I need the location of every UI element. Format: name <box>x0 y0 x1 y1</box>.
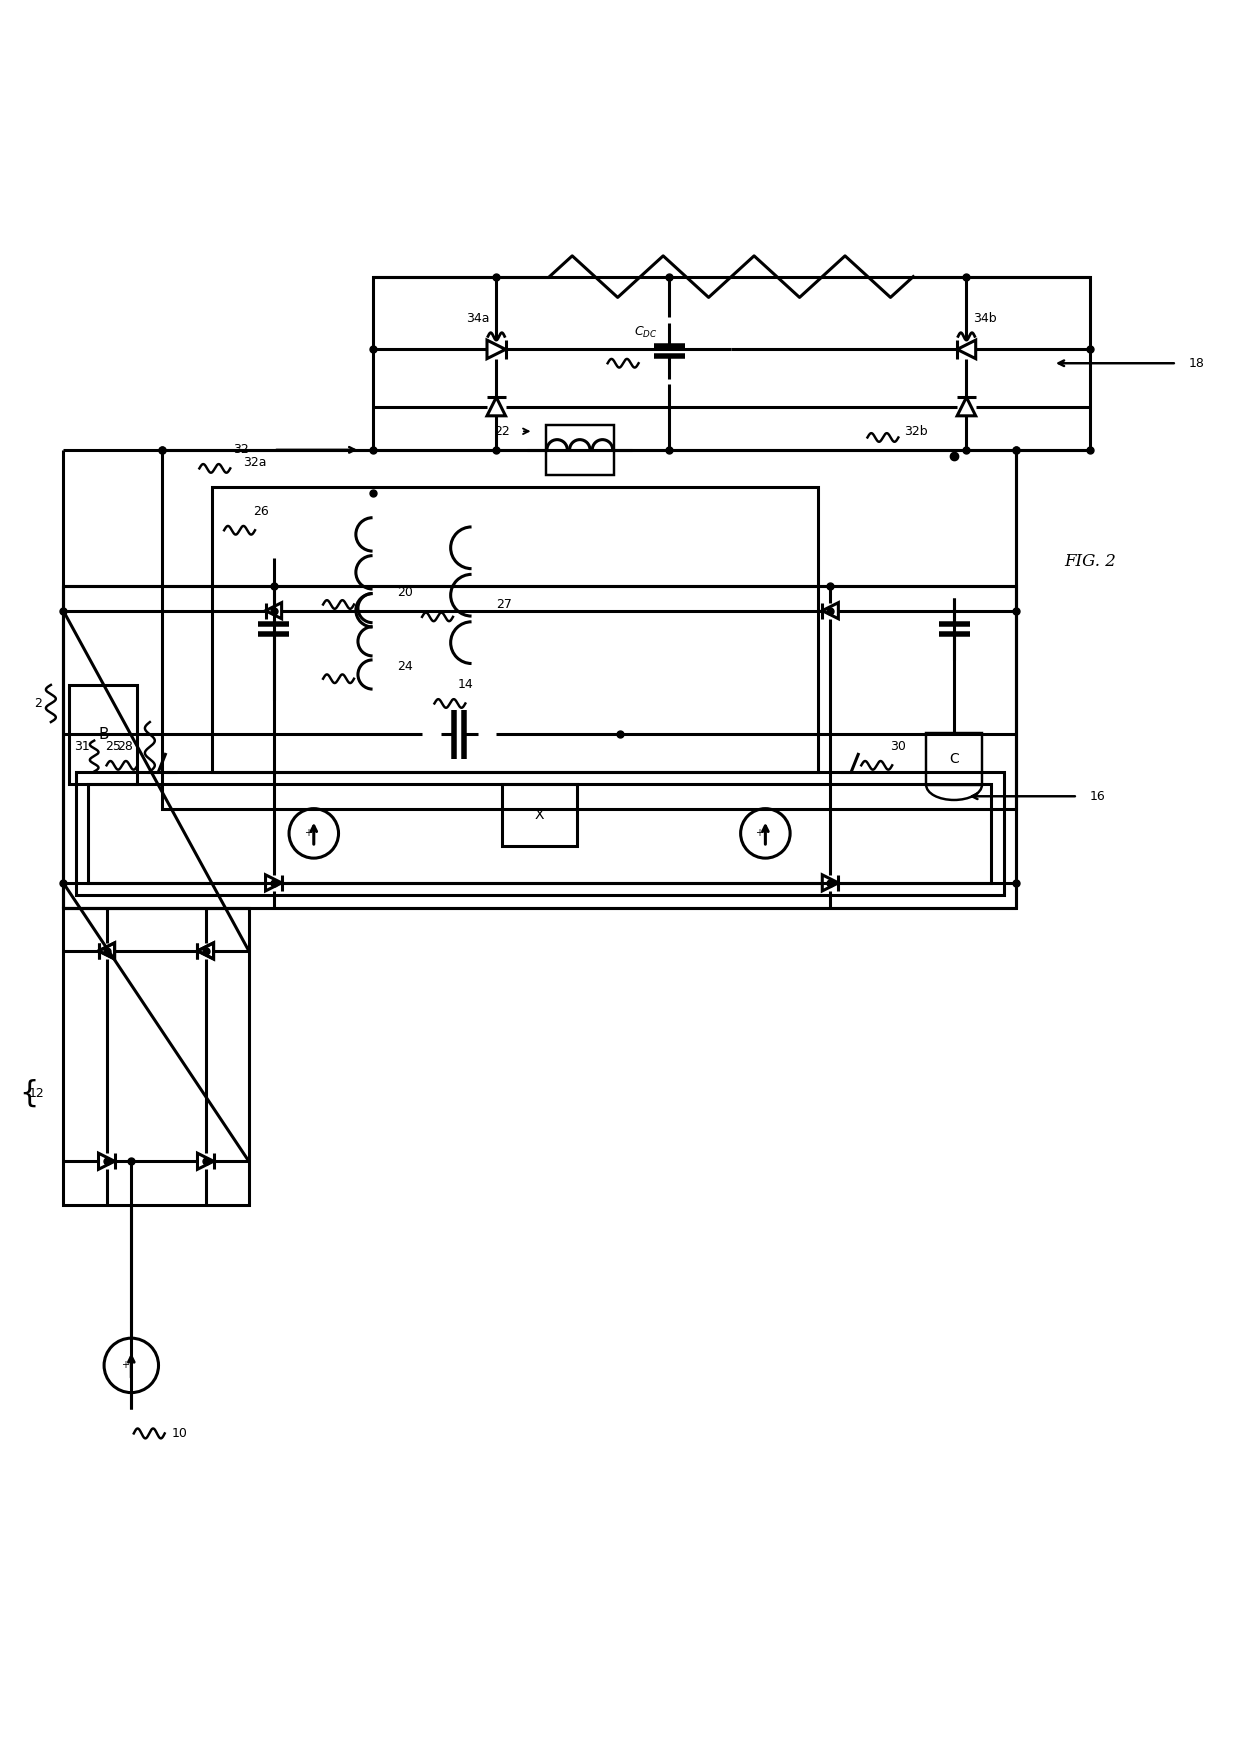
Text: 30: 30 <box>890 740 906 754</box>
Text: 26: 26 <box>253 505 269 519</box>
Text: 32: 32 <box>233 444 249 456</box>
Text: 10: 10 <box>172 1428 188 1440</box>
Text: +: + <box>755 829 763 839</box>
Text: 34b: 34b <box>973 312 997 326</box>
Text: 16: 16 <box>1090 790 1106 803</box>
Text: 25: 25 <box>105 740 120 754</box>
Text: C: C <box>949 752 959 766</box>
Text: 24: 24 <box>397 660 413 672</box>
Text: 18: 18 <box>1189 357 1205 369</box>
Bar <box>63 907 249 1205</box>
Bar <box>372 277 1090 449</box>
Text: {: { <box>19 1079 38 1107</box>
Text: 22: 22 <box>495 425 511 437</box>
Text: 14: 14 <box>458 679 474 691</box>
Bar <box>212 487 818 771</box>
Text: 34a: 34a <box>466 312 490 326</box>
Bar <box>69 684 138 783</box>
Text: 27: 27 <box>496 597 512 611</box>
Text: +: + <box>122 1360 129 1370</box>
Text: 2: 2 <box>35 696 42 710</box>
Text: 28: 28 <box>117 740 133 754</box>
Bar <box>502 783 577 846</box>
Text: FIG. 2: FIG. 2 <box>1064 552 1116 569</box>
Text: X: X <box>534 808 544 822</box>
Text: B: B <box>98 728 109 742</box>
Bar <box>162 449 1016 808</box>
Text: +: + <box>304 829 311 839</box>
Text: 31: 31 <box>74 740 89 754</box>
Bar <box>88 783 991 883</box>
Text: 32a: 32a <box>243 456 267 468</box>
Bar <box>926 733 982 785</box>
Text: 20: 20 <box>397 585 413 599</box>
Text: 12: 12 <box>29 1086 45 1100</box>
Text: 32b: 32b <box>904 425 929 437</box>
Bar <box>63 587 1016 907</box>
Text: $C_{DC}$: $C_{DC}$ <box>634 326 657 339</box>
Bar <box>546 425 614 475</box>
Bar <box>76 771 1003 895</box>
